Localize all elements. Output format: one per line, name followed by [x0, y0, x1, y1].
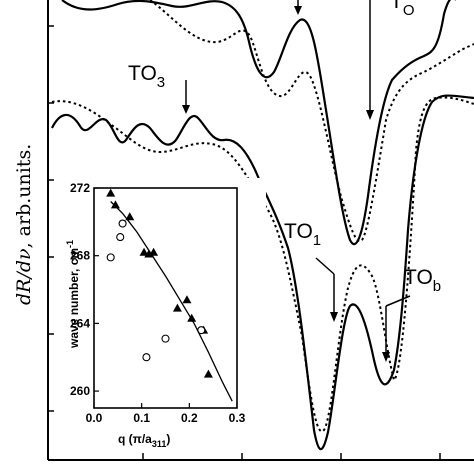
y-axis-label-rest: , arb.units. — [13, 144, 35, 249]
inset-points — [106, 188, 213, 378]
annotation-to1-label: TO1 — [284, 220, 321, 249]
upper-spectrum-dotted — [149, 0, 474, 243]
annotation-tob: TOb — [382, 266, 441, 362]
triangle-marker — [187, 313, 197, 322]
inset-x-tick-label: 0.2 — [181, 411, 198, 425]
triangle-marker — [106, 188, 116, 197]
inset-x-tick-label: 0.1 — [133, 411, 150, 425]
inset-y-tick-label: 264 — [70, 316, 90, 330]
triangle-marker — [110, 200, 120, 209]
inset-y-tick-label: 260 — [70, 384, 90, 398]
lower-spectrum-dotted — [51, 96, 474, 433]
inset-frame — [93, 187, 238, 409]
triangle-marker — [125, 212, 135, 221]
triangle-marker — [182, 295, 192, 304]
inset-x-axis-label: q (π/a311) — [118, 432, 170, 449]
inset-ticks: 0.0 0.1 0.2 0.3 260 264 268 272 — [70, 181, 246, 425]
inset-x-tick-label: 0.0 — [86, 411, 103, 425]
circle-marker — [142, 353, 151, 362]
inset-y-tick-label: 268 — [70, 249, 90, 263]
inset-plot: 0.0 0.1 0.2 0.3 260 264 268 272 wave number, cm… — [60, 178, 266, 450]
annotation-top-label: TO — [390, 0, 415, 19]
annotation-to3: TO3 — [128, 62, 190, 114]
y-axis-label-italic: dR/dν — [13, 248, 35, 305]
annotation-top: TO — [366, 0, 415, 120]
circle-marker — [118, 219, 127, 228]
top-arrow — [294, 0, 302, 15]
inset-y-tick-label: 272 — [70, 181, 90, 195]
annotation-to1: TO1 — [284, 220, 338, 322]
inset-fit-line — [110, 201, 233, 402]
main-frame — [47, 0, 474, 461]
annotation-to3-label: TO3 — [128, 62, 165, 91]
lower-spectrum-solid — [51, 94, 474, 451]
upper-spectrum-solid — [61, 0, 456, 246]
triangle-marker — [139, 247, 149, 256]
circle-marker — [116, 233, 125, 242]
circle-marker — [106, 253, 115, 262]
inset-x-tick-label: 0.3 — [229, 411, 246, 425]
y-axis-label: dR/dν, arb.units. — [13, 144, 35, 305]
annotation-tob-label: TOb — [404, 266, 441, 295]
triangle-marker — [172, 303, 182, 312]
triangle-marker — [203, 369, 213, 378]
inset-y-axis-label: wave number, cm-1 — [65, 240, 81, 349]
circle-marker — [161, 334, 170, 343]
